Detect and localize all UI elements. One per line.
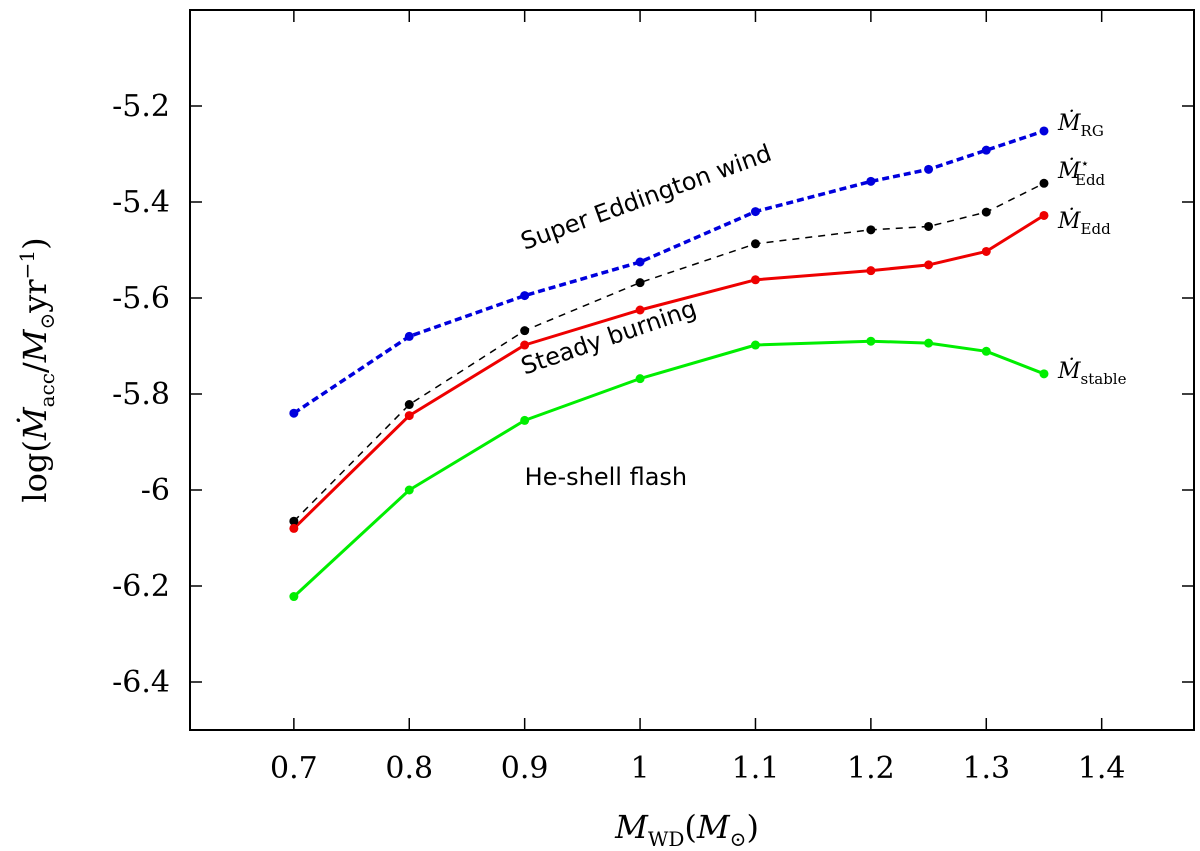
data-point	[750, 207, 760, 217]
series-points	[289, 126, 1049, 602]
y-tick-label: -5.6	[112, 281, 170, 316]
data-point	[924, 164, 934, 174]
data-point	[750, 275, 760, 285]
series-label-0: ṀRG	[1057, 109, 1104, 140]
data-point	[635, 257, 645, 267]
series-labels: ṀRG Ṁ⋆ Edd ṀEdd Ṁstable	[1057, 109, 1127, 388]
plot-frame	[189, 9, 1195, 731]
data-point	[635, 374, 645, 384]
data-point	[404, 331, 414, 341]
data-point	[750, 340, 760, 350]
data-point	[924, 338, 934, 348]
annotation-label: Super Eddington wind	[517, 139, 775, 256]
annotation-label: He-shell flash	[525, 463, 687, 491]
data-point	[866, 336, 876, 346]
series-label-1: Ṁ⋆ Edd	[1057, 156, 1106, 189]
data-point	[924, 221, 934, 231]
x-tick-label: 1.4	[1078, 751, 1126, 786]
data-point	[635, 278, 645, 288]
data-point	[750, 239, 760, 249]
x-tick-label: 0.8	[385, 751, 433, 786]
axis-tick-labels: 0.7 0.8 0.9 1 1.1 1.2 1.3 1.4 -5.2 -5.4 -5.6 -5.8 -6…	[112, 89, 1125, 786]
data-point	[289, 523, 299, 533]
data-point	[289, 408, 299, 418]
data-point	[1039, 369, 1049, 379]
y-tick-label: -5.8	[112, 377, 170, 412]
data-point	[924, 260, 934, 270]
data-point	[520, 340, 530, 350]
series-label-3: Ṁstable	[1057, 357, 1127, 388]
data-point	[866, 266, 876, 276]
data-point	[866, 225, 876, 235]
axis-ticks	[190, 10, 1194, 730]
data-point	[520, 415, 530, 425]
x-tick-label: 0.9	[501, 751, 549, 786]
axis-titles: MWD(M⊙) log(Ṁacc/M⊙yr−1)	[15, 237, 759, 851]
data-point	[981, 207, 991, 217]
x-tick-label: 0.7	[270, 751, 318, 786]
data-point	[635, 305, 645, 315]
x-tick-label: 1.1	[732, 751, 780, 786]
data-point	[1039, 178, 1049, 188]
y-tick-label: -6.4	[112, 665, 170, 700]
data-point	[981, 145, 991, 155]
x-axis-title: MWD(M⊙)	[614, 808, 759, 851]
series-label-2: ṀEdd	[1057, 207, 1111, 238]
x-tick-label: 1.2	[847, 751, 895, 786]
data-point	[404, 400, 414, 410]
data-point	[981, 246, 991, 256]
y-tick-label: -6.2	[112, 569, 170, 604]
y-tick-label: -6	[141, 473, 170, 508]
data-point	[520, 326, 530, 336]
data-point	[404, 485, 414, 495]
data-point	[289, 592, 299, 602]
y-tick-label: -5.2	[112, 89, 170, 124]
x-tick-label: 1	[631, 751, 650, 786]
y-tick-label: -5.4	[112, 185, 170, 220]
data-point	[520, 291, 530, 301]
data-point	[289, 516, 299, 526]
data-point	[866, 176, 876, 186]
x-tick-label: 1.3	[962, 751, 1010, 786]
data-point	[1039, 210, 1049, 220]
y-axis-title: log(Ṁacc/M⊙yr−1)	[15, 237, 59, 502]
data-point	[404, 411, 414, 421]
data-point	[981, 346, 991, 356]
data-point	[1039, 126, 1049, 136]
